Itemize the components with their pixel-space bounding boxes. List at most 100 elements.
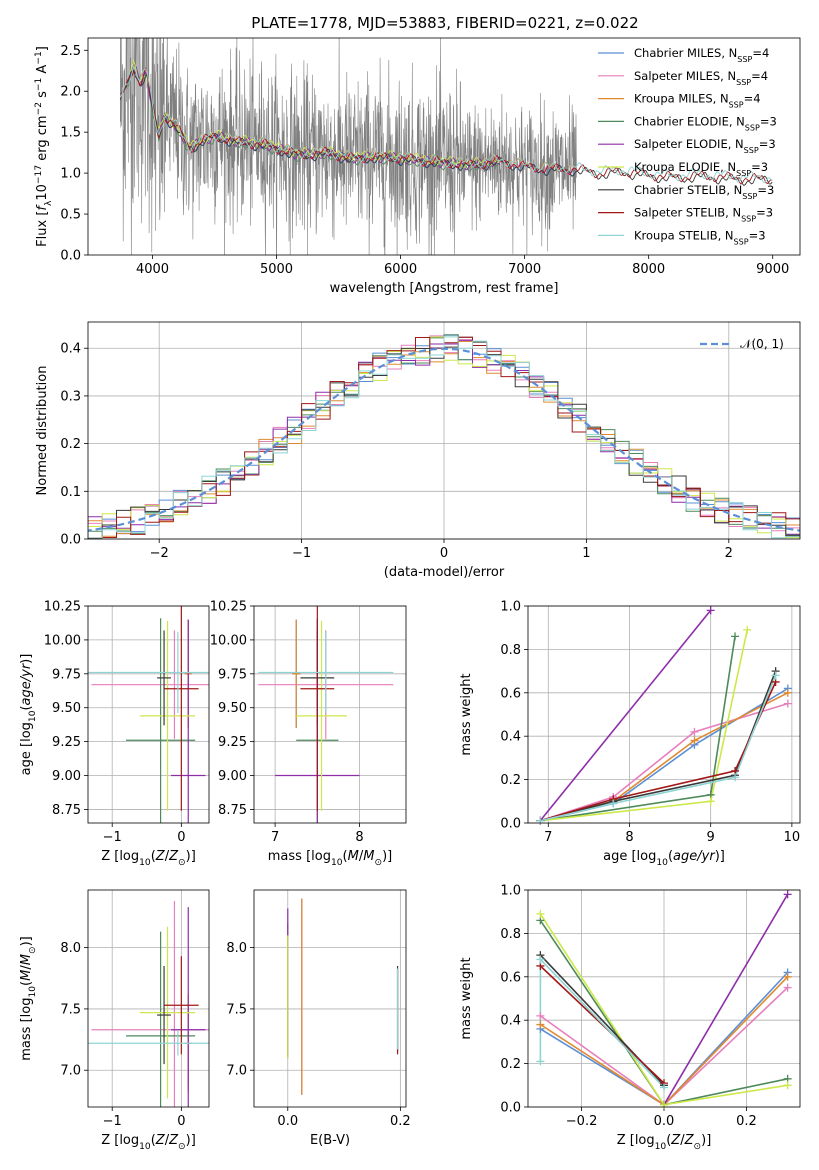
spectrum-ytick-label: 2.0 xyxy=(60,85,81,100)
weight-point-kroupa-miles xyxy=(783,972,792,981)
spectrum-ylabel: Flux [fλ10−17 erg cm−2 s−1 A−1] xyxy=(34,46,54,247)
weight-line-kroupa-stelib xyxy=(540,675,777,822)
weight-point-kroupa-stelib xyxy=(660,1083,668,1092)
mass-vs-ebv-xtick-label: 0.2 xyxy=(390,1114,411,1129)
residuals-ytick-label: 0.3 xyxy=(60,389,81,404)
weight-point-kroupa-stelib xyxy=(609,799,618,808)
weight-point-kroupa-stelib xyxy=(536,955,545,964)
residuals-ylabel: Normed distribution xyxy=(35,366,50,496)
age-vs-Z-ytick-label: 9.00 xyxy=(52,769,81,784)
weight-point-kroupa-stelib xyxy=(536,1057,545,1066)
mass-vs-ebv-ytick-label: 7.5 xyxy=(226,1002,247,1017)
spectrum-xtick-label: 9000 xyxy=(756,262,789,277)
weight-vs-age-ytick-label: 0.0 xyxy=(500,817,521,832)
legend-label: Chabrier STELIB, NSSP=3 xyxy=(634,183,774,201)
age-vs-Z-xtick-label: 0 xyxy=(177,830,185,845)
weight-vs-age-xtick-label: 8 xyxy=(625,830,633,845)
mass-vs-ebv-frame xyxy=(253,889,407,1108)
residuals-frame xyxy=(87,321,801,540)
legend-label: Chabrier ELODIE, NSSP=3 xyxy=(634,114,777,131)
weight-vs-age-xtick-label: 7 xyxy=(544,830,552,845)
age-vs-Z-ytick-label: 9.25 xyxy=(52,735,81,750)
weight-point-kroupa-elodie xyxy=(783,1081,792,1090)
residuals-ytick-label: 0.0 xyxy=(60,533,81,548)
weight-vs-Z-xlabel: Z [log10(Z/Z⊙)] xyxy=(617,1133,712,1152)
weight-vs-Z-ylabel: mass weight xyxy=(459,957,474,1039)
weight-vs-age-ytick-label: 0.6 xyxy=(500,686,521,701)
age-vs-mass-xlabel: mass [log10(M/M⊙)] xyxy=(268,849,392,868)
spectrum-ytick-label: 1.0 xyxy=(60,167,81,182)
residuals-ytick-label: 0.1 xyxy=(60,485,81,500)
mass-vs-Z-ytick-label: 7.5 xyxy=(60,1002,81,1017)
spectrum-xtick-label: 8000 xyxy=(632,262,665,277)
age-vs-mass-frame xyxy=(253,605,407,824)
weight-line-salpeter-miles xyxy=(539,702,789,822)
residuals-plot-area xyxy=(88,334,800,539)
age-vs-mass-ytick-label: 9.00 xyxy=(218,769,247,784)
age-vs-mass-ytick-label: 10.25 xyxy=(210,600,247,615)
weight-point-kroupa-elodie xyxy=(536,909,545,918)
age-vs-mass-xtick-label: 8 xyxy=(355,830,363,845)
weight-point-chabrier-elodie xyxy=(731,632,740,641)
mass-vs-Z-ytick-label: 7.0 xyxy=(60,1064,81,1079)
spectrum-legend: Chabrier MILES, NSSP=4 Salpeter MILES, NS… xyxy=(598,46,777,246)
age-vs-mass-ytick-label: 8.75 xyxy=(218,803,247,818)
normal-distribution-curve xyxy=(88,347,800,532)
age-vs-mass-axes: 7 8 8.75 9.00 9.25 9.50 9.75 10.00 10.25 mass [lo… xyxy=(210,600,407,868)
mass-vs-Z-ylabel: mass [log10(M/M⊙)] xyxy=(19,936,38,1060)
age-vs-Z-ytick-label: 10.25 xyxy=(44,600,81,615)
weight-vs-Z-xtick-label: 0.2 xyxy=(736,1114,757,1129)
mass-vs-Z-plot-area xyxy=(88,901,209,1107)
mass-vs-Z-xtick-label: −1 xyxy=(103,1114,122,1129)
weight-point-kroupa-stelib xyxy=(536,816,545,825)
weight-vs-age-xtick-label: 9 xyxy=(707,830,715,845)
weight-vs-Z-ytick-label: 0.6 xyxy=(500,970,521,985)
weight-vs-age-xtick-label: 10 xyxy=(784,830,801,845)
legend-label: Salpeter STELIB, NSSP=3 xyxy=(634,206,773,224)
age-vs-Z-frame xyxy=(87,605,210,824)
weight-vs-Z-ytick-label: 0.0 xyxy=(500,1101,521,1116)
spectrum-axes: 4000 5000 6000 7000 8000 9000 0.0 0.5 1.0 1.5 2.0 2… xyxy=(34,37,801,296)
model-line-kroupa-stelib xyxy=(119,64,773,184)
legend-label: Salpeter MILES, NSSP=4 xyxy=(634,69,768,87)
spectrum-xlabel: wavelength [Angstrom, rest frame] xyxy=(330,281,559,296)
legend-label: Chabrier MILES, NSSP=4 xyxy=(634,46,769,64)
age-vs-mass-ytick-label: 9.25 xyxy=(218,735,247,750)
weight-vs-age-ylabel: mass weight xyxy=(459,673,474,755)
mass-vs-Z-ytick-label: 8.0 xyxy=(60,941,81,956)
residuals-ytick-label: 0.4 xyxy=(60,342,81,357)
weight-point-salpeter-elodie xyxy=(706,606,715,615)
spectrum-ytick-label: 1.5 xyxy=(60,126,81,141)
age-vs-Z-ytick-label: 9.50 xyxy=(52,701,81,716)
spectrum-plot-area xyxy=(119,38,773,255)
legend-label: 𝒩(0, 1) xyxy=(740,337,784,351)
weight-vs-Z-frame xyxy=(527,889,801,1108)
mass-vs-Z-frame xyxy=(87,889,210,1108)
mass-vs-ebv-ytick-label: 7.0 xyxy=(226,1064,247,1079)
weight-vs-age-ytick-label: 0.2 xyxy=(500,773,521,788)
model-line-salpeter-stelib xyxy=(120,66,773,185)
spectrum-ytick-label: 0.0 xyxy=(60,249,81,264)
weight-point-kroupa-miles xyxy=(536,1020,545,1029)
age-vs-mass-ytick-label: 10.00 xyxy=(210,633,247,648)
weight-point-kroupa-miles xyxy=(783,688,792,697)
observed-spectrum-line xyxy=(120,38,577,255)
weight-line-salpeter-elodie xyxy=(663,893,789,1106)
weight-vs-age-axes: 7 8 9 10 0.0 0.2 0.4 0.6 0.8 1.0 age [log10(age/yr… xyxy=(459,600,801,868)
age-vs-Z-ytick-label: 9.75 xyxy=(52,667,81,682)
residuals-xlabel: (data-model)/error xyxy=(384,565,505,580)
weight-vs-age-xlabel: age [log10(age/yr)] xyxy=(603,849,725,868)
figure-title: PLATE=1778, MJD=53883, FIBERID=0221, z=0… xyxy=(251,14,638,32)
weight-vs-Z-ytick-label: 1.0 xyxy=(500,884,521,899)
residuals-xtick-label: 2 xyxy=(725,546,733,561)
mass-vs-Z-xlabel: Z [log10(Z/Z⊙)] xyxy=(101,1133,196,1152)
weight-point-kroupa-elodie xyxy=(660,1100,668,1109)
mass-vs-ebv-plot-area xyxy=(287,898,399,1095)
age-vs-Z-xtick-label: −1 xyxy=(103,830,122,845)
weight-vs-Z-axes: −0.2 0.0 0.2 0.0 0.2 0.4 0.6 0.8 1.0 Z [log10(Z/Z… xyxy=(459,884,801,1152)
weight-point-kroupa-elodie xyxy=(743,625,752,634)
histogram-kroupa-stelib xyxy=(88,336,800,539)
spectrum-xtick-label: 4000 xyxy=(136,262,169,277)
legend-label: Salpeter ELODIE, NSSP=3 xyxy=(634,137,776,155)
spectrum-ytick-label: 0.5 xyxy=(60,208,81,223)
